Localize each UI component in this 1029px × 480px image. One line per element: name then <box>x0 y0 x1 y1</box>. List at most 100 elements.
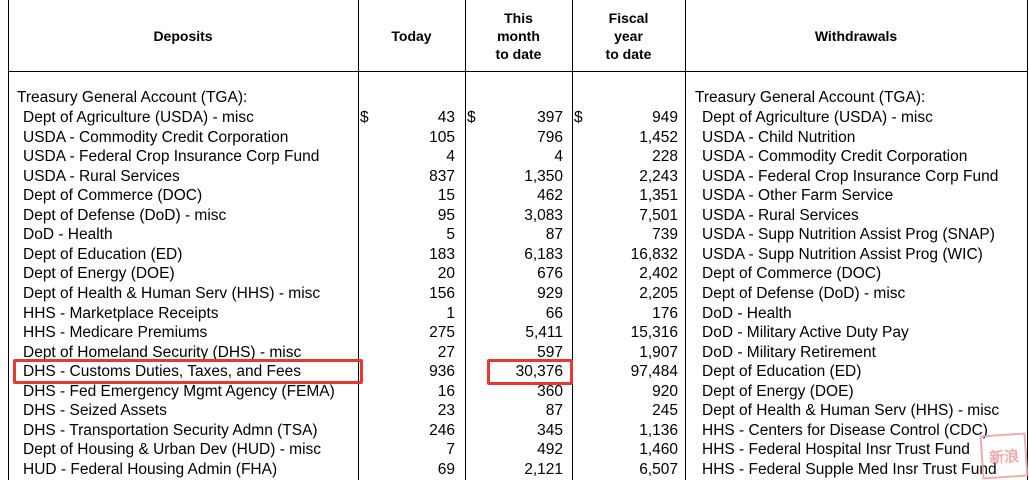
fiscal-value: 1,452 <box>639 128 678 146</box>
deposit-label: Dept of Commerce (DOC) <box>23 187 203 205</box>
dollar-sign: $ <box>467 109 476 126</box>
withdrawal-label: DoD - Military Retirement <box>702 343 876 361</box>
header-this-month: This month to date <box>465 0 572 72</box>
withdrawal-label: HHS - Federal Hospital Insr Trust Fund <box>702 441 970 459</box>
month-value: 5,411 <box>525 324 563 342</box>
table-row: Dept of Education (ED) 183 6,183 16,832 USDA… <box>0 245 1029 265</box>
fiscal-value: 1,351 <box>639 187 678 205</box>
deposit-label: Dept of Housing & Urban Dev (HUD) - misc <box>23 441 322 459</box>
header-deposits-label: Deposits <box>153 27 213 44</box>
withdrawal-label: HHS - Centers for Disease Control (CDC) <box>702 421 988 439</box>
month-value: 87 <box>545 226 563 244</box>
table-row: Dept of Health & Human Serv (HHS) - misc… <box>0 284 1029 304</box>
month-value: 30,376 <box>515 363 563 381</box>
table-right-border <box>1027 0 1028 480</box>
fiscal-value: 16,832 <box>630 245 678 263</box>
fiscal-value: 15,316 <box>630 324 678 342</box>
table-row: Dept of Energy (DOE) 20 676 2,402 Dept of Co… <box>0 264 1029 284</box>
today-value: 4 <box>446 148 455 166</box>
withdrawal-label: HHS - Federal Supple Med Insr Trust Fund <box>702 460 997 478</box>
month-value: 6,183 <box>524 245 563 263</box>
today-value: 27 <box>437 343 455 361</box>
watermark-text: 新浪 <box>988 447 1020 467</box>
header-this-month-line: month <box>497 27 540 44</box>
withdrawal-label: DoD - Military Active Duty Pay <box>702 324 909 342</box>
table-row: HUD - Federal Housing Admin (FHA) 69 2,121… <box>0 460 1029 480</box>
withdrawal-label: Dept of Defense (DoD) - misc <box>702 284 906 302</box>
today-value: 936 <box>429 363 455 381</box>
deposit-label: Dept of Energy (DOE) <box>23 265 175 283</box>
fiscal-value: 2,205 <box>639 284 678 302</box>
fiscal-value: 1,136 <box>639 421 678 439</box>
fiscal-value: 228 <box>652 148 678 166</box>
header-today-label: Today <box>391 27 432 44</box>
header-fiscal-year-line: to date <box>605 45 652 62</box>
table-row: DoD - Health 5 87 739 USDA - Supp Nutrition … <box>0 225 1029 245</box>
dollar-sign: $ <box>360 109 369 126</box>
column-divider <box>465 0 466 480</box>
table-row: Dept of Defense (DoD) - misc 95 3,083 7,501… <box>0 206 1029 226</box>
today-value: 95 <box>437 206 455 224</box>
today-value: 156 <box>429 284 455 302</box>
today-value: 23 <box>437 402 455 420</box>
header-this-month-line: This <box>504 9 533 26</box>
deposit-label: DoD - Health <box>23 226 113 244</box>
header-fiscal-year-line: Fiscal <box>608 9 649 26</box>
deposit-label: Dept of Education (ED) <box>23 245 183 263</box>
deposit-label: DHS - Seized Assets <box>23 402 167 420</box>
withdrawal-label: USDA - Supp Nutrition Assist Prog (SNAP) <box>702 226 995 244</box>
month-value: 345 <box>537 421 563 439</box>
withdrawal-label: USDA - Other Farm Service <box>702 187 894 205</box>
month-value: 4 <box>554 148 563 166</box>
deposit-label: Dept of Defense (DoD) - misc <box>23 206 227 224</box>
header-today: Today <box>358 0 465 72</box>
month-value: 676 <box>537 265 563 283</box>
deposit-label: DHS - Customs Duties, Taxes, and Fees <box>23 363 301 381</box>
column-divider <box>685 0 686 480</box>
table-row: DHS - Seized Assets 23 87 245 Dept of Health… <box>0 401 1029 421</box>
fiscal-value: 949 <box>652 109 678 126</box>
withdrawal-label: Dept of Energy (DOE) <box>702 382 854 400</box>
withdrawal-label: USDA - Supp Nutrition Assist Prog (WIC) <box>702 245 983 263</box>
fiscal-value: 739 <box>652 226 678 244</box>
dollar-sign: $ <box>574 109 583 126</box>
month-value: 2,121 <box>524 460 563 478</box>
highlight-customs-label <box>13 359 363 384</box>
section-label-deposits: Treasury General Account (TGA): <box>17 89 248 106</box>
table-row: Dept of Commerce (DOC) 15 462 1,351 USDA - O… <box>0 186 1029 206</box>
section-label-withdrawals: Treasury General Account (TGA): <box>695 89 926 106</box>
deposit-label: HHS - Marketplace Receipts <box>23 304 219 322</box>
fiscal-value: 1,460 <box>639 441 678 459</box>
month-value: 397 <box>537 109 563 126</box>
header-withdrawals-label: Withdrawals <box>814 27 898 44</box>
fiscal-value: 176 <box>652 304 678 322</box>
withdrawal-label: Dept of Education (ED) <box>702 363 862 381</box>
header-withdrawals: Withdrawals <box>685 0 1027 72</box>
today-value: 105 <box>429 128 455 146</box>
header-fiscal-year: Fiscal year to date <box>572 0 685 72</box>
table-row: HHS - Medicare Premiums 275 5,411 15,316 DoD… <box>0 323 1029 343</box>
table-row: Dept of Agriculture (USDA) - misc 43 397 94… <box>0 108 1029 128</box>
today-value: 5 <box>446 226 455 244</box>
month-value: 462 <box>537 187 563 205</box>
deposit-label: DHS - Fed Emergency Mgmt Agency (FEMA) <box>23 382 335 400</box>
month-value: 3,083 <box>524 206 563 224</box>
today-value: 837 <box>429 167 455 185</box>
deposit-label: Dept of Agriculture (USDA) - misc <box>23 109 254 126</box>
today-value: 183 <box>429 245 455 263</box>
withdrawal-label: Dept of Agriculture (USDA) - misc <box>702 109 933 126</box>
month-value: 597 <box>537 343 563 361</box>
deposit-label: HUD - Federal Housing Admin (FHA) <box>23 460 278 478</box>
deposit-label: USDA - Commodity Credit Corporation <box>23 128 289 146</box>
table-left-border <box>8 0 9 480</box>
header-deposits: Deposits <box>8 0 358 72</box>
deposit-label: USDA - Rural Services <box>23 167 180 185</box>
withdrawal-label: Dept of Health & Human Serv (HHS) - misc <box>702 402 1000 420</box>
month-value: 1,350 <box>524 167 563 185</box>
table-row: USDA - Rural Services 837 1,350 2,243 USDA -… <box>0 167 1029 187</box>
deposit-label: HHS - Medicare Premiums <box>23 324 208 342</box>
today-value: 16 <box>437 382 455 400</box>
table-row: DHS - Customs Duties, Taxes, and Fees 936… <box>0 362 1029 382</box>
table-row: USDA - Commodity Credit Corporation 105 79… <box>0 128 1029 148</box>
table-row: DHS - Transportation Security Admn (TSA)… <box>0 421 1029 441</box>
